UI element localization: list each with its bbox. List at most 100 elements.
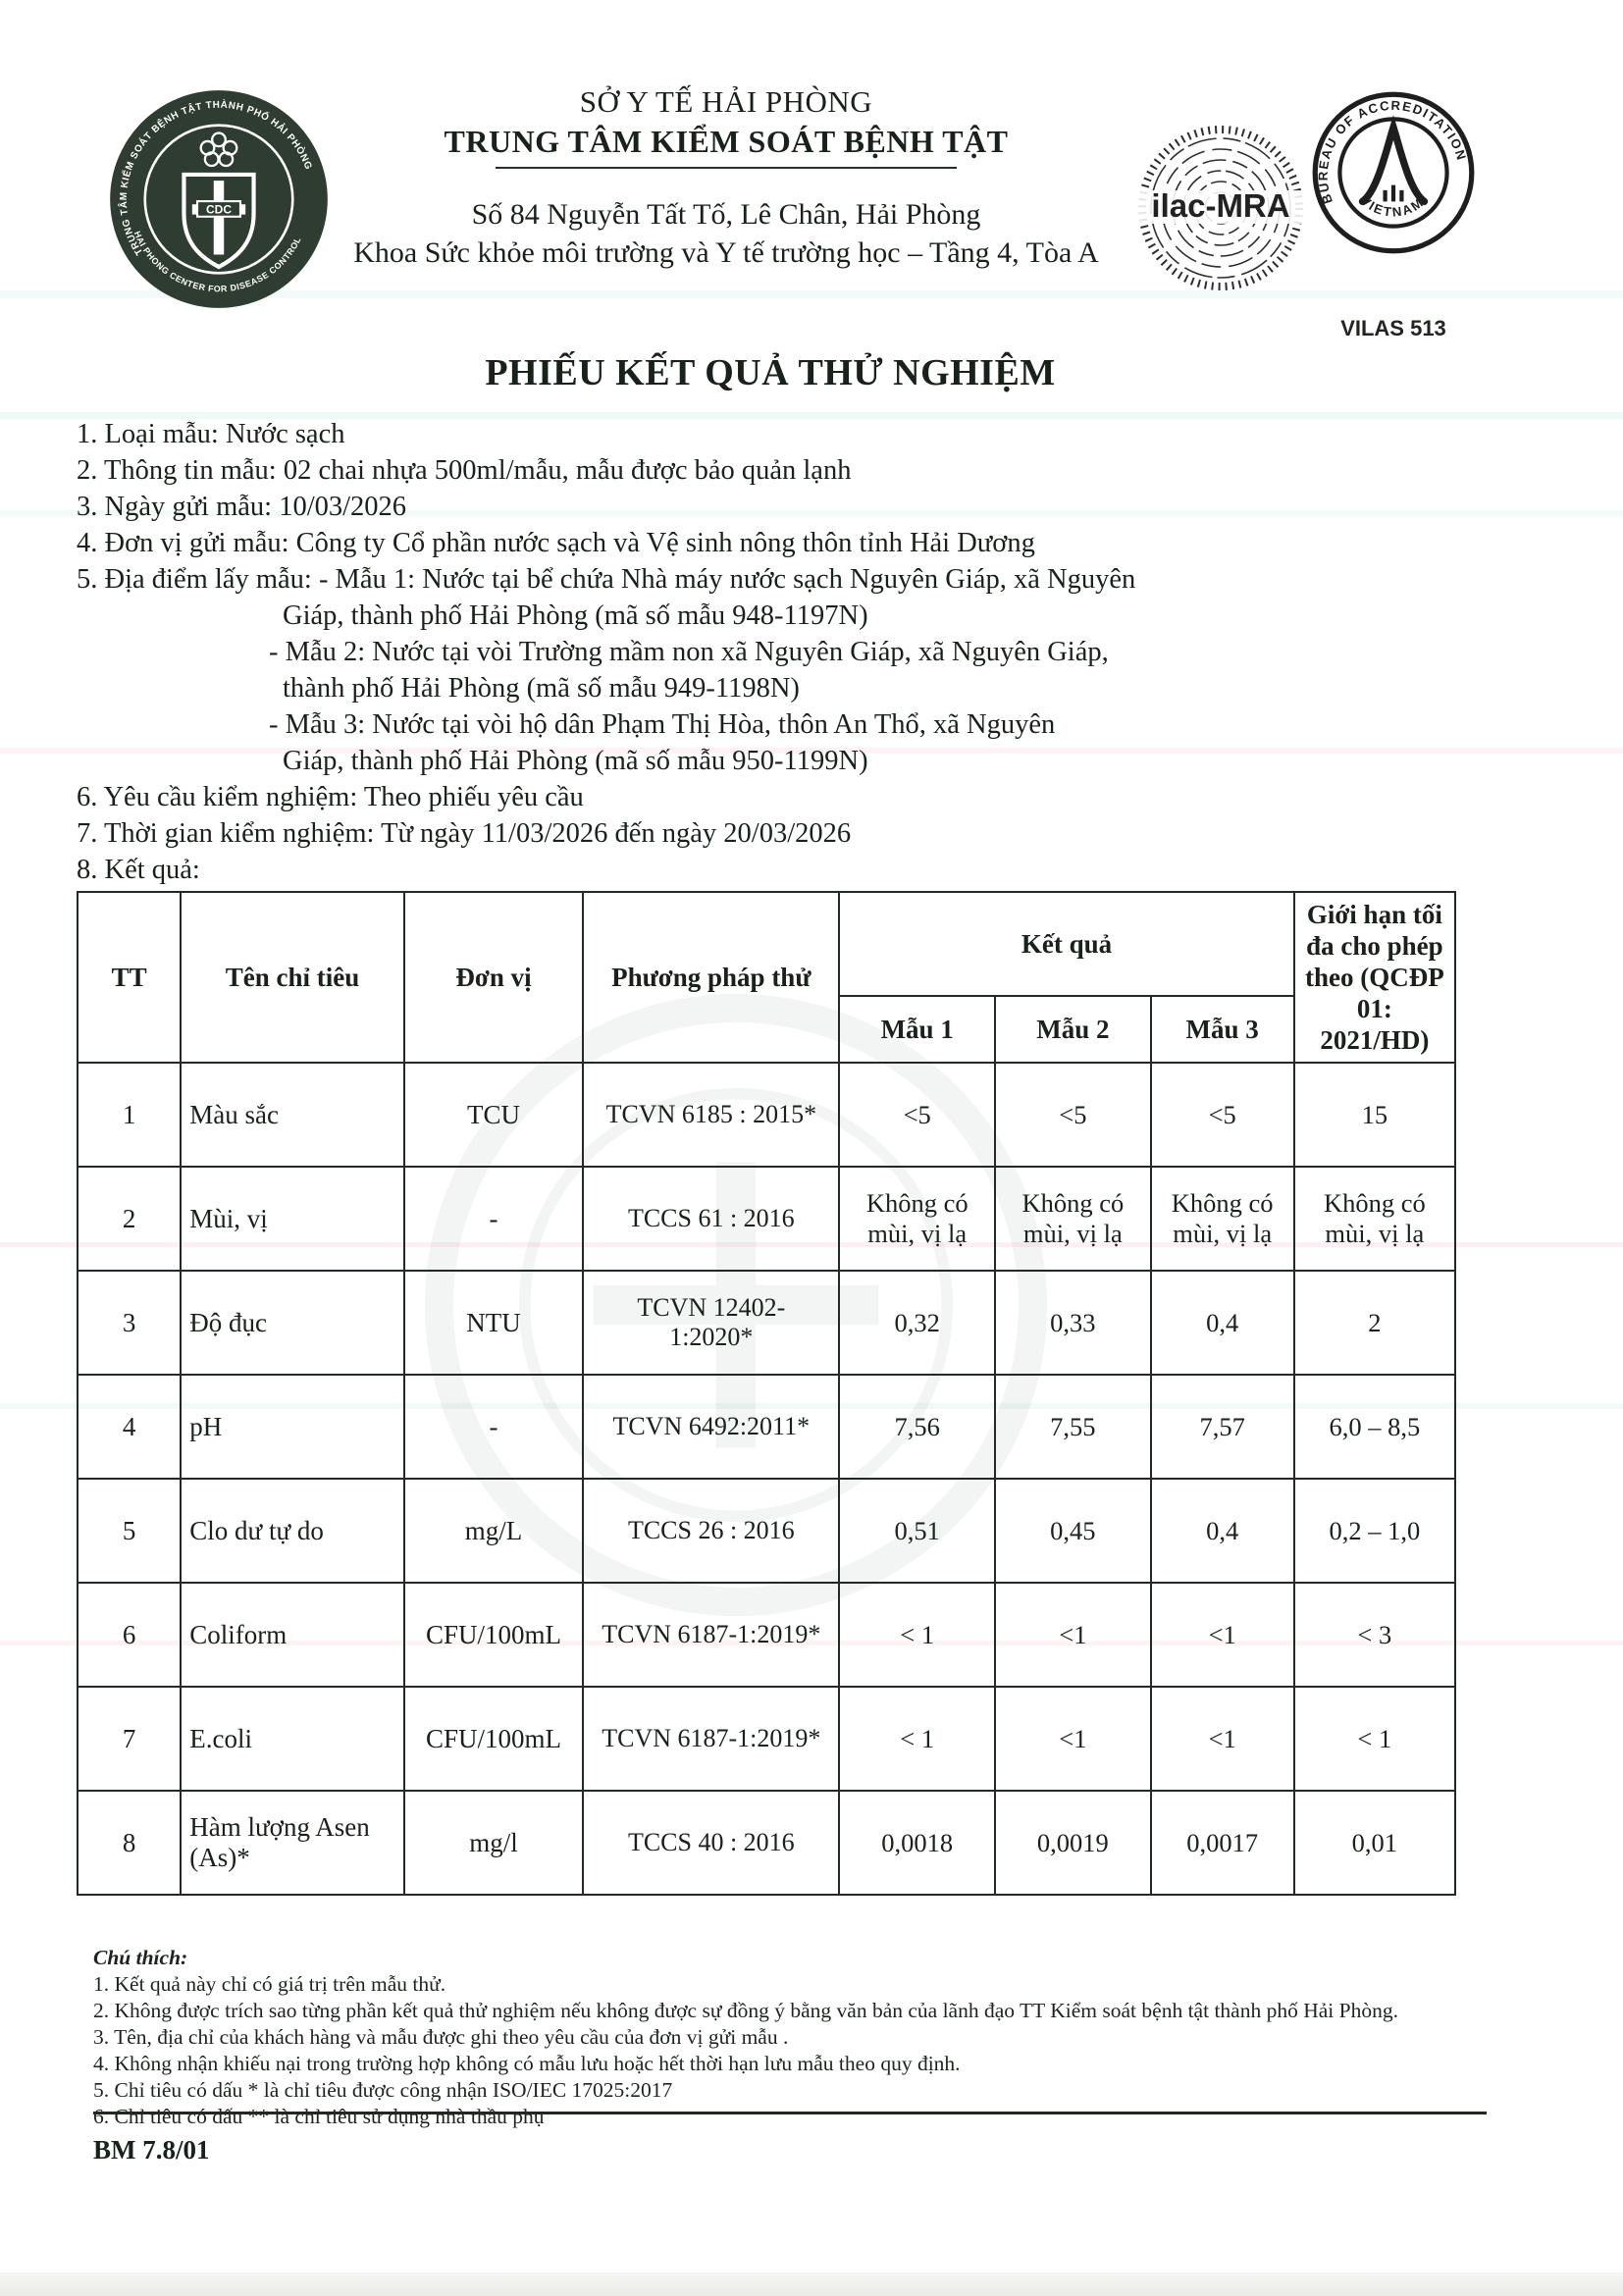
cell-m2: <5 bbox=[994, 1062, 1152, 1168]
col-header-sample-1: Mẫu 1 bbox=[838, 995, 997, 1064]
col-header-limit: Giới hạn tối đa cho phép theo (QCĐP 01: … bbox=[1292, 891, 1457, 1064]
footer-divider bbox=[93, 2112, 1487, 2114]
cell-limit: 15 bbox=[1292, 1062, 1457, 1168]
cell-tt: 3 bbox=[76, 1270, 183, 1376]
cell-m3: Không có mùi, vị lạ bbox=[1149, 1166, 1295, 1272]
cell-method: TCCS 40 : 2016 bbox=[582, 1790, 841, 1896]
cell-method: TCVN 6187-1:2019* bbox=[582, 1686, 841, 1792]
col-header-unit: Đơn vị bbox=[402, 891, 585, 1064]
info-line: 1. Loại mẫu: Nước sạch bbox=[77, 419, 345, 449]
table-row: 4 pH - TCVN 6492:2011* 7,56 7,55 7,57 6,0 – 8,5 bbox=[76, 1374, 1457, 1480]
info-line: 3. Ngày gửi mẫu: 10/03/2026 bbox=[77, 492, 407, 522]
document-header: SỞ Y TẾ HẢI PHÒNG TRUNG TÂM KIỂM SOÁT BỆ… bbox=[334, 84, 1119, 270]
cell-limit: 6,0 – 8,5 bbox=[1292, 1374, 1457, 1480]
cell-unit: CFU/100mL bbox=[402, 1686, 585, 1792]
cell-unit: - bbox=[402, 1166, 585, 1272]
col-header-sample-2: Mẫu 2 bbox=[994, 995, 1152, 1064]
cell-limit: < 1 bbox=[1292, 1686, 1457, 1792]
cell-name: Độ đục bbox=[180, 1270, 405, 1376]
cell-m3: <5 bbox=[1149, 1062, 1295, 1168]
cell-tt: 5 bbox=[76, 1478, 183, 1584]
cell-name: Hàm lượng Asen (As)* bbox=[180, 1790, 405, 1896]
boa-peak-icon bbox=[1358, 115, 1429, 206]
cell-unit: - bbox=[402, 1374, 585, 1480]
cell-m1: < 1 bbox=[838, 1686, 997, 1792]
cell-m1: <5 bbox=[838, 1062, 997, 1168]
cell-tt: 7 bbox=[76, 1686, 183, 1792]
info-line: - Mẫu 3: Nước tại vòi hộ dân Phạm Thị Hò… bbox=[269, 709, 1056, 740]
cell-tt: 1 bbox=[76, 1062, 183, 1168]
info-list: 1. Loại mẫu: Nước sạch 2. Thông tin mẫu: … bbox=[77, 416, 1548, 888]
cell-unit: mg/L bbox=[402, 1478, 585, 1584]
col-header-results: Kết quả bbox=[838, 891, 1295, 997]
info-line: thành phố Hải Phòng (mã số mẫu 949-1198N… bbox=[283, 673, 800, 704]
cell-m1: 7,56 bbox=[838, 1374, 997, 1480]
cell-limit: < 3 bbox=[1292, 1582, 1457, 1688]
table-row: 1 Màu sắc TCU TCVN 6185 : 2015* <5 <5 <5 15 bbox=[76, 1062, 1457, 1168]
vilas-label: VILAS 513 bbox=[1340, 316, 1446, 340]
org-address: Số 84 Nguyễn Tất Tố, Lê Chân, Hải Phòng bbox=[471, 198, 981, 231]
cell-name: pH bbox=[180, 1374, 405, 1480]
cell-m1: < 1 bbox=[838, 1582, 997, 1688]
cell-m3: <1 bbox=[1149, 1686, 1295, 1792]
col-header-name: Tên chỉ tiêu bbox=[180, 891, 405, 1064]
info-line: 2. Thông tin mẫu: 02 chai nhựa 500ml/mẫu… bbox=[77, 455, 852, 486]
note-line: 6. Chỉ tiêu có dấu ** là chỉ tiêu sử dụn… bbox=[93, 2105, 545, 2128]
cell-m2: 0,0019 bbox=[994, 1790, 1152, 1896]
table-row: 3 Độ đục NTU TCVN 12402- 1:2020* 0,32 0,33 0,4… bbox=[76, 1270, 1457, 1376]
note-line: 1. Kết quả này chỉ có giá trị trên mẫu t… bbox=[93, 1972, 446, 1996]
table-row: 7 E.coli CFU/100mL TCVN 6187-1:2019* < 1 <1 <1… bbox=[76, 1686, 1457, 1792]
cell-tt: 2 bbox=[76, 1166, 183, 1272]
cell-method: TCVN 6187-1:2019* bbox=[582, 1582, 841, 1688]
cell-tt: 6 bbox=[76, 1582, 183, 1688]
logo-shield-icon: CDC bbox=[182, 172, 256, 270]
cell-m2: 7,55 bbox=[994, 1374, 1152, 1480]
info-line: 5. Địa điểm lấy mẫu: - Mẫu 1: Nước tại b… bbox=[77, 564, 1136, 595]
info-line: Giáp, thành phố Hải Phòng (mã số mẫu 950… bbox=[283, 746, 868, 776]
org-name: TRUNG TÂM KIỂM SOÁT BỆNH TẬT bbox=[444, 124, 1009, 159]
cell-unit: CFU/100mL bbox=[402, 1582, 585, 1688]
org-department: Khoa Sức khỏe môi trường và Y tế trường … bbox=[353, 236, 1099, 269]
scan-artifact bbox=[0, 2272, 1623, 2296]
cell-m1: Không có mùi, vị lạ bbox=[838, 1166, 997, 1272]
cell-m1: 0,32 bbox=[838, 1270, 997, 1376]
cell-name: Coliform bbox=[180, 1582, 405, 1688]
cell-name: Clo dư tự do bbox=[180, 1478, 405, 1584]
notes-title: Chú thích: bbox=[93, 1946, 188, 1969]
cell-m3: 0,0017 bbox=[1149, 1790, 1295, 1896]
info-line: Giáp, thành phố Hải Phòng (mã số mẫu 948… bbox=[283, 600, 868, 631]
results-tbody: 1 Màu sắc TCU TCVN 6185 : 2015* <5 <5 <5 15 2 Mùi… bbox=[76, 1062, 1457, 1896]
cell-m1: 0,0018 bbox=[838, 1790, 997, 1896]
cell-m3: 0,4 bbox=[1149, 1478, 1295, 1584]
cell-method: TCCS 26 : 2016 bbox=[582, 1478, 841, 1584]
cell-limit: 0,01 bbox=[1292, 1790, 1457, 1896]
cell-method: TCVN 6185 : 2015* bbox=[582, 1062, 841, 1168]
info-line: 7. Thời gian kiểm nghiệm: Từ ngày 11/03/… bbox=[77, 818, 852, 849]
page-title: PHIẾU KẾT QUẢ THỬ NGHIỆM bbox=[485, 352, 1056, 393]
table-row: 8 Hàm lượng Asen (As)* mg/l TCCS 40 : 2016 0… bbox=[76, 1790, 1457, 1896]
cell-tt: 4 bbox=[76, 1374, 183, 1480]
org-parent: SỞ Y TẾ HẢI PHÒNG bbox=[579, 84, 873, 119]
note-line: 5. Chỉ tiêu có dấu * là chỉ tiêu được cô… bbox=[93, 2078, 673, 2102]
cdc-logo: TRUNG TÂM KIỂM SOÁT BỆNH TẬT THÀNH PHỐ H… bbox=[106, 86, 332, 312]
cell-unit: TCU bbox=[402, 1062, 585, 1168]
cell-name: Màu sắc bbox=[180, 1062, 405, 1168]
note-line: 3. Tên, địa chỉ của khách hàng và mẫu đư… bbox=[93, 2025, 789, 2049]
logo-center-text: CDC bbox=[206, 203, 232, 217]
cell-m2: Không có mùi, vị lạ bbox=[994, 1166, 1152, 1272]
cell-tt: 8 bbox=[76, 1790, 183, 1896]
col-header-method: Phương pháp thử bbox=[582, 891, 841, 1064]
cell-method: TCCS 61 : 2016 bbox=[582, 1166, 841, 1272]
cell-m2: <1 bbox=[994, 1686, 1152, 1792]
info-line: - Mẫu 2: Nước tại vòi Trường mầm non xã … bbox=[269, 637, 1109, 667]
table-row: 5 Clo dư tự do mg/L TCCS 26 : 2016 0,51 0,45 0… bbox=[76, 1478, 1457, 1584]
col-header-sample-3: Mẫu 3 bbox=[1149, 995, 1295, 1064]
cell-unit: NTU bbox=[402, 1270, 585, 1376]
table-row: 6 Coliform CFU/100mL TCVN 6187-1:2019* < 1 <1… bbox=[76, 1582, 1457, 1688]
info-line: 6. Yêu cầu kiểm nghiệm: Theo phiếu yêu c… bbox=[77, 782, 584, 812]
table-row: 2 Mùi, vị - TCCS 61 : 2016 Không có mùi, vị … bbox=[76, 1166, 1457, 1272]
cell-m3: 0,4 bbox=[1149, 1270, 1295, 1376]
cell-limit: 0,2 – 1,0 bbox=[1292, 1478, 1457, 1584]
col-header-tt: TT bbox=[76, 891, 183, 1064]
